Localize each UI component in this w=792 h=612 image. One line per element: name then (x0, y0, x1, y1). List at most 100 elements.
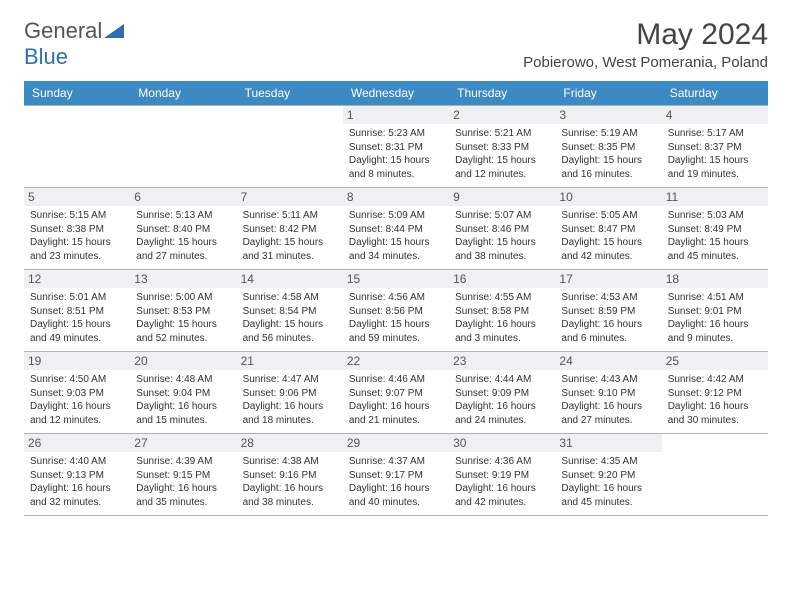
calendar-day-cell: 2 Sunrise: 5:21 AMSunset: 8:33 PMDaylight… (449, 106, 555, 188)
calendar-day-cell: 16 Sunrise: 4:55 AMSunset: 8:58 PMDayligh… (449, 270, 555, 352)
weekday-header: Thursday (449, 81, 555, 106)
calendar-day-cell: 15Sunrise: 4:56 AMSunset: 8:56 PMDayligh… (343, 270, 449, 352)
day-number: 23 (449, 352, 555, 370)
calendar-day-cell: 5 Sunrise: 5:15 AMSunset: 8:38 PMDaylight… (24, 188, 130, 270)
month-title: May 2024 (523, 18, 768, 52)
calendar-day-cell (130, 106, 236, 188)
calendar-day-cell (24, 106, 130, 188)
title-block: May 2024 Pobierowo, West Pomerania, Pola… (523, 18, 768, 71)
day-details: Sunrise: 4:39 AMSunset: 9:15 PMDaylight:… (136, 455, 230, 509)
day-details: Sunrise: 4:40 AMSunset: 9:13 PMDaylight:… (30, 455, 124, 509)
day-number: 19 (24, 352, 130, 370)
day-details: Sunrise: 5:21 AMSunset: 8:33 PMDaylight:… (455, 127, 549, 181)
day-details: Sunrise: 4:37 AMSunset: 9:17 PMDaylight:… (349, 455, 443, 509)
day-number: 10 (555, 188, 661, 206)
calendar-week-row: 12 Sunrise: 5:01 AMSunset: 8:51 PMDayligh… (24, 270, 768, 352)
weekday-header: Friday (555, 81, 661, 106)
day-details: Sunrise: 5:11 AMSunset: 8:42 PMDaylight:… (243, 209, 337, 263)
calendar-day-cell: 21 Sunrise: 4:47 AMSunset: 9:06 PMDayligh… (237, 352, 343, 434)
day-details: Sunrise: 5:15 AMSunset: 8:38 PMDaylight:… (30, 209, 124, 263)
calendar-day-cell: 24Sunrise: 4:43 AMSunset: 9:10 PMDayligh… (555, 352, 661, 434)
calendar-day-cell: 19 Sunrise: 4:50 AMSunset: 9:03 PMDayligh… (24, 352, 130, 434)
day-number: 6 (130, 188, 236, 206)
day-details: Sunrise: 4:55 AMSunset: 8:58 PMDaylight:… (455, 291, 549, 345)
day-number: 13 (130, 270, 236, 288)
day-details: Sunrise: 5:13 AMSunset: 8:40 PMDaylight:… (136, 209, 230, 263)
day-number: 3 (555, 106, 661, 124)
calendar-day-cell: 9 Sunrise: 5:07 AMSunset: 8:46 PMDaylight… (449, 188, 555, 270)
day-number: 4 (662, 106, 768, 124)
day-details: Sunrise: 4:47 AMSunset: 9:06 PMDaylight:… (243, 373, 337, 427)
calendar-day-cell: 11 Sunrise: 5:03 AMSunset: 8:49 PMDayligh… (662, 188, 768, 270)
calendar-day-cell: 14Sunrise: 4:58 AMSunset: 8:54 PMDayligh… (237, 270, 343, 352)
calendar-day-cell: 4 Sunrise: 5:17 AMSunset: 8:37 PMDaylight… (662, 106, 768, 188)
calendar-day-cell: 6 Sunrise: 5:13 AMSunset: 8:40 PMDaylight… (130, 188, 236, 270)
day-number: 22 (343, 352, 449, 370)
day-number: 12 (24, 270, 130, 288)
calendar-day-cell (237, 106, 343, 188)
day-number: 2 (449, 106, 555, 124)
day-details: Sunrise: 5:17 AMSunset: 8:37 PMDaylight:… (668, 127, 762, 181)
day-number: 20 (130, 352, 236, 370)
day-number: 8 (343, 188, 449, 206)
day-number: 1 (343, 106, 449, 124)
day-details: Sunrise: 4:35 AMSunset: 9:20 PMDaylight:… (561, 455, 655, 509)
calendar-day-cell: 3 Sunrise: 5:19 AMSunset: 8:35 PMDaylight… (555, 106, 661, 188)
day-number: 27 (130, 434, 236, 452)
brand-logo: General Blue (24, 18, 124, 70)
weekday-header: Monday (130, 81, 236, 106)
calendar-day-cell: 20Sunrise: 4:48 AMSunset: 9:04 PMDayligh… (130, 352, 236, 434)
brand-triangle-icon (104, 18, 124, 44)
calendar-table: SundayMondayTuesdayWednesdayThursdayFrid… (24, 81, 768, 516)
day-details: Sunrise: 5:19 AMSunset: 8:35 PMDaylight:… (561, 127, 655, 181)
day-details: Sunrise: 4:50 AMSunset: 9:03 PMDaylight:… (30, 373, 124, 427)
day-number: 30 (449, 434, 555, 452)
calendar-day-cell: 30 Sunrise: 4:36 AMSunset: 9:19 PMDayligh… (449, 434, 555, 516)
day-details: Sunrise: 4:42 AMSunset: 9:12 PMDaylight:… (668, 373, 762, 427)
calendar-day-cell: 23 Sunrise: 4:44 AMSunset: 9:09 PMDayligh… (449, 352, 555, 434)
day-number: 9 (449, 188, 555, 206)
day-details: Sunrise: 5:01 AMSunset: 8:51 PMDaylight:… (30, 291, 124, 345)
calendar-header-row: SundayMondayTuesdayWednesdayThursdayFrid… (24, 81, 768, 106)
calendar-day-cell: 7 Sunrise: 5:11 AMSunset: 8:42 PMDaylight… (237, 188, 343, 270)
calendar-day-cell: 8 Sunrise: 5:09 AMSunset: 8:44 PMDaylight… (343, 188, 449, 270)
calendar-day-cell: 27 Sunrise: 4:39 AMSunset: 9:15 PMDayligh… (130, 434, 236, 516)
calendar-day-cell: 10 Sunrise: 5:05 AMSunset: 8:47 PMDayligh… (555, 188, 661, 270)
day-details: Sunrise: 4:53 AMSunset: 8:59 PMDaylight:… (561, 291, 655, 345)
day-details: Sunrise: 4:51 AMSunset: 9:01 PMDaylight:… (668, 291, 762, 345)
calendar-week-row: 19 Sunrise: 4:50 AMSunset: 9:03 PMDayligh… (24, 352, 768, 434)
day-details: Sunrise: 4:36 AMSunset: 9:19 PMDaylight:… (455, 455, 549, 509)
calendar-day-cell: 28Sunrise: 4:38 AMSunset: 9:16 PMDayligh… (237, 434, 343, 516)
calendar-day-cell: 12 Sunrise: 5:01 AMSunset: 8:51 PMDayligh… (24, 270, 130, 352)
day-number: 21 (237, 352, 343, 370)
day-details: Sunrise: 4:44 AMSunset: 9:09 PMDaylight:… (455, 373, 549, 427)
day-details: Sunrise: 5:00 AMSunset: 8:53 PMDaylight:… (136, 291, 230, 345)
calendar-day-cell: 29 Sunrise: 4:37 AMSunset: 9:17 PMDayligh… (343, 434, 449, 516)
brand-part1: General (24, 18, 102, 43)
day-number: 31 (555, 434, 661, 452)
calendar-day-cell: 18 Sunrise: 4:51 AMSunset: 9:01 PMDayligh… (662, 270, 768, 352)
day-number: 16 (449, 270, 555, 288)
day-number: 17 (555, 270, 661, 288)
day-details: Sunrise: 5:07 AMSunset: 8:46 PMDaylight:… (455, 209, 549, 263)
day-number: 18 (662, 270, 768, 288)
day-details: Sunrise: 4:43 AMSunset: 9:10 PMDaylight:… (561, 373, 655, 427)
day-number: 28 (237, 434, 343, 452)
day-details: Sunrise: 5:05 AMSunset: 8:47 PMDaylight:… (561, 209, 655, 263)
day-details: Sunrise: 5:09 AMSunset: 8:44 PMDaylight:… (349, 209, 443, 263)
calendar-day-cell: 17 Sunrise: 4:53 AMSunset: 8:59 PMDayligh… (555, 270, 661, 352)
day-details: Sunrise: 5:03 AMSunset: 8:49 PMDaylight:… (668, 209, 762, 263)
weekday-header: Sunday (24, 81, 130, 106)
brand-text: General Blue (24, 18, 124, 70)
day-number: 11 (662, 188, 768, 206)
day-number: 29 (343, 434, 449, 452)
day-details: Sunrise: 4:58 AMSunset: 8:54 PMDaylight:… (243, 291, 337, 345)
day-number: 15 (343, 270, 449, 288)
calendar-day-cell: 1Sunrise: 5:23 AMSunset: 8:31 PMDaylight… (343, 106, 449, 188)
day-number: 5 (24, 188, 130, 206)
calendar-day-cell: 25Sunrise: 4:42 AMSunset: 9:12 PMDayligh… (662, 352, 768, 434)
day-details: Sunrise: 4:46 AMSunset: 9:07 PMDaylight:… (349, 373, 443, 427)
weekday-header: Wednesday (343, 81, 449, 106)
day-number: 7 (237, 188, 343, 206)
calendar-day-cell: 31 Sunrise: 4:35 AMSunset: 9:20 PMDayligh… (555, 434, 661, 516)
